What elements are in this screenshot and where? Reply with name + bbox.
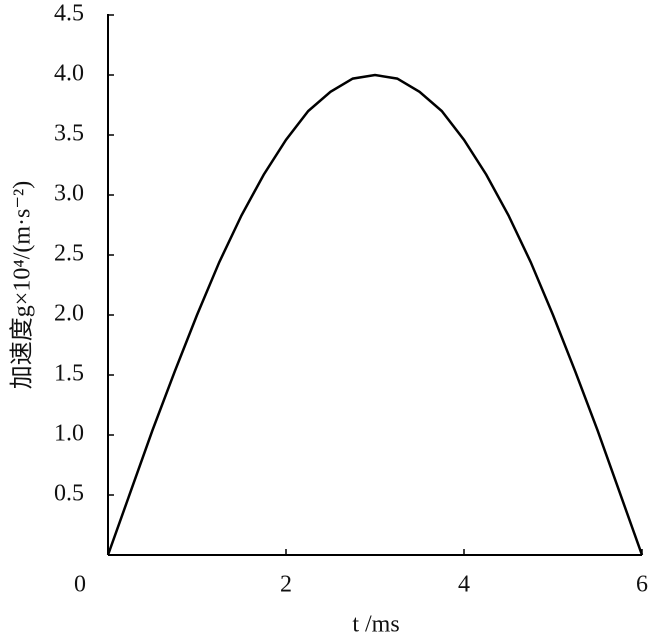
y-tick-label: 4.0 xyxy=(54,61,84,87)
y-tick-label: 3.0 xyxy=(54,181,84,207)
y-tick-label: 4.5 xyxy=(54,1,84,27)
x-tick-label: 0 xyxy=(74,572,86,598)
x-tick-label: 6 xyxy=(636,572,648,598)
y-tick-label: 0.5 xyxy=(54,481,84,507)
x-axis-label: t /ms xyxy=(352,612,399,638)
y-tick-label: 1.0 xyxy=(54,421,84,447)
x-tick-label: 4 xyxy=(458,572,470,598)
y-tick-label: 1.5 xyxy=(54,361,84,387)
y-tick-label: 2.0 xyxy=(54,301,84,327)
y-tick-label: 3.5 xyxy=(54,121,84,147)
x-tick-label: 2 xyxy=(280,572,292,598)
y-axis-label: 加速度g×10⁴/(m·s⁻²) xyxy=(9,181,36,389)
data-line xyxy=(106,73,644,556)
y-tick-label: 2.5 xyxy=(54,241,84,267)
